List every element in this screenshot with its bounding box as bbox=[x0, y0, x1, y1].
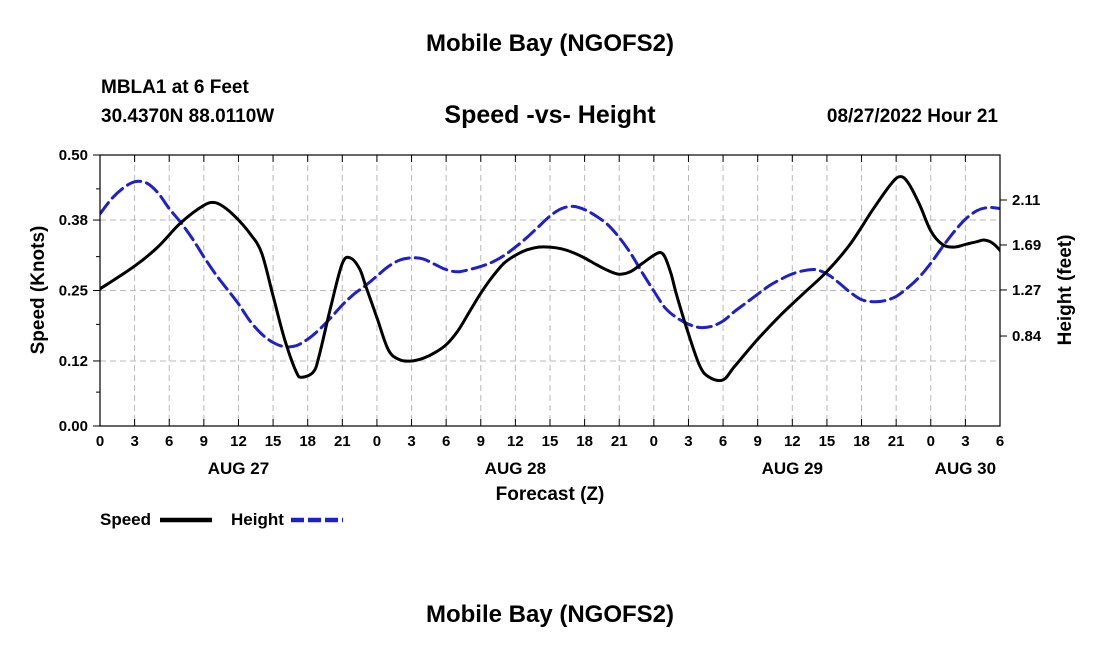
x-day-label: AUG 27 bbox=[208, 459, 269, 478]
speed-height-chart: 0 3 6 9 12 15 18 21 0 3 6 9 12 15 18 21 0 3 6 9 12 15 18 21 0 3 6A… bbox=[28, 147, 1076, 529]
x-axis-label: Forecast (Z) bbox=[496, 484, 605, 505]
x-tick-label: 15 bbox=[265, 433, 282, 450]
axis-ticks: 0 3 6 9 12 15 18 21 0 3 6 9 12 15 18 21 0 3 6 9 12 15 18 21 0 3 6A… bbox=[59, 147, 1042, 478]
y2-tick-label: 0.84 bbox=[1012, 328, 1042, 345]
x-tick-label: 18 bbox=[576, 433, 593, 450]
x-tick-label: 21 bbox=[334, 433, 351, 450]
x-tick-label: 9 bbox=[754, 433, 762, 450]
x-tick-label: 0 bbox=[96, 433, 104, 450]
x-tick-label: 18 bbox=[299, 433, 316, 450]
x-tick-label: 3 bbox=[130, 433, 138, 450]
y-axis-label-left: Speed (Knots) bbox=[28, 226, 49, 355]
main-title: Mobile Bay (NGOFS2) bbox=[425, 30, 675, 57]
y-tick-label: 0.38 bbox=[59, 212, 88, 229]
x-tick-label: 18 bbox=[853, 433, 870, 450]
x-day-label: AUG 30 bbox=[935, 459, 996, 478]
x-tick-label: 3 bbox=[407, 433, 415, 450]
series-lines bbox=[100, 175, 1000, 383]
x-tick-label: 9 bbox=[477, 433, 485, 450]
speed-line bbox=[100, 175, 1000, 383]
x-tick-label: 3 bbox=[684, 433, 692, 450]
x-tick-label: 3 bbox=[961, 433, 969, 450]
x-tick-label: 12 bbox=[507, 433, 524, 450]
height-line bbox=[100, 179, 1000, 349]
station-coordinates: 30.4370N 88.0110W bbox=[101, 106, 275, 127]
x-tick-label: 0 bbox=[373, 433, 381, 450]
legend: Speed Height bbox=[100, 510, 343, 529]
x-tick-label: 0 bbox=[927, 433, 935, 450]
x-tick-label: 9 bbox=[200, 433, 208, 450]
y2-tick-label: 1.69 bbox=[1012, 237, 1041, 254]
x-tick-label: 6 bbox=[165, 433, 173, 450]
x-tick-label: 15 bbox=[542, 433, 559, 450]
y-tick-label: 0.00 bbox=[59, 418, 88, 435]
y2-tick-label: 2.11 bbox=[1012, 192, 1040, 209]
legend-speed-label: Speed bbox=[100, 510, 151, 529]
x-tick-label: 12 bbox=[784, 433, 801, 450]
forecast-datetime: 08/27/2022 Hour 21 bbox=[826, 106, 998, 127]
x-tick-label: 12 bbox=[230, 433, 247, 450]
x-day-label: AUG 28 bbox=[485, 459, 546, 478]
x-tick-label: 0 bbox=[650, 433, 658, 450]
x-tick-label: 21 bbox=[888, 433, 905, 450]
legend-height-label: Height bbox=[231, 510, 284, 529]
y-axis-label-right: Height (feet) bbox=[1055, 235, 1076, 346]
x-tick-label: 21 bbox=[611, 433, 628, 450]
y-tick-label: 0.25 bbox=[59, 283, 88, 300]
station-label: MBLA1 at 6 Feet bbox=[101, 77, 249, 98]
x-day-label: AUG 29 bbox=[762, 459, 823, 478]
x-tick-label: 6 bbox=[442, 433, 450, 450]
chart-title: Speed -vs- Height bbox=[444, 101, 656, 129]
y2-tick-label: 1.27 bbox=[1012, 282, 1041, 299]
y-tick-label: 0.12 bbox=[59, 353, 88, 370]
y-tick-label: 0.50 bbox=[59, 147, 88, 164]
x-tick-label: 6 bbox=[996, 433, 1004, 450]
x-tick-label: 6 bbox=[719, 433, 727, 450]
footer-title: Mobile Bay (NGOFS2) bbox=[425, 601, 675, 628]
grid-lines bbox=[100, 154, 1000, 426]
x-tick-label: 15 bbox=[819, 433, 836, 450]
